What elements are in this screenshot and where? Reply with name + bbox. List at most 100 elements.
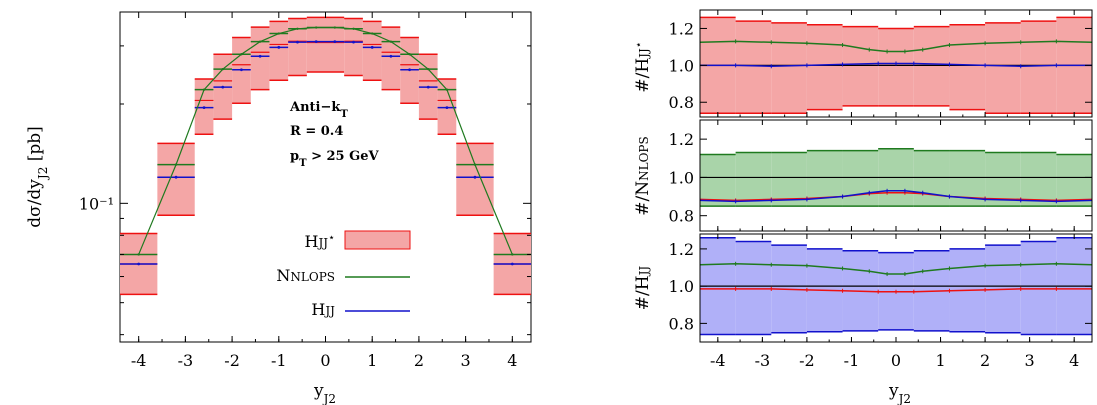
- ratio-panel-hjj-star: 0.8 1.0 1.2 #/HJJ⋆: [632, 9, 1093, 118]
- x-tick-label: 4: [507, 351, 517, 370]
- ratio3-y-axis-label: #/HJJ: [633, 266, 653, 311]
- legend-label-nnlops: NNLOPS: [276, 266, 335, 285]
- y-ticks-group: 10⁻¹: [79, 45, 531, 336]
- ratio1-band-bin: [842, 26, 879, 106]
- ratio3-x-tick-label: 2: [980, 351, 990, 370]
- x-tick-label: 0: [320, 351, 330, 370]
- ratio2-band-bin: [842, 150, 879, 207]
- x-tick-label: 2: [414, 351, 424, 370]
- ratio1-band-bin: [949, 24, 986, 110]
- ratio2-band-bin: [1056, 154, 1092, 207]
- ratio1-y-tick-label: 0.8: [669, 93, 694, 112]
- ratio2-band-bin: [735, 152, 772, 207]
- ratio3-y-tick-label: 1.0: [669, 277, 694, 296]
- series-lines-group: [138, 26, 513, 255]
- annotation-pt-cut: pT > 25 GeV: [290, 149, 379, 169]
- ratio1-plot-area: 0.8 1.0 1.2: [669, 9, 1093, 118]
- legend-label-hjj: HJJ: [311, 300, 335, 319]
- ratio3-x-tick-label: -1: [844, 351, 860, 370]
- hjj-point: [240, 68, 243, 72]
- ratio3-x-tick-label: 4: [1069, 351, 1079, 370]
- bin-markers-group: [120, 26, 531, 266]
- ratio3-y-tick-label: 1.2: [669, 240, 694, 259]
- ratio1-band-bin: [735, 21, 772, 114]
- ratio2-band-bin: [771, 152, 807, 207]
- hjj-point: [333, 40, 337, 44]
- main-y-axis-label: dσ/dyJ2 [pb]: [25, 126, 50, 228]
- ratio-x-axis-label: yJ2: [888, 381, 911, 405]
- x-ticks-group: -4 -3 -2 -1 0 1 2 3 4: [131, 12, 517, 370]
- ratio2-y-tick-label: 1.2: [669, 130, 694, 149]
- hjj-point: [277, 45, 281, 49]
- hjj-point: [510, 262, 514, 266]
- x-tick-label: 3: [461, 351, 471, 370]
- hjj-star-band-bin: [325, 17, 345, 73]
- ratio2-y-tick-label: 0.8: [669, 207, 694, 226]
- ratio-panel-hjj: 0.8 1.0 1.2 -4 -3 -2 -1 0 1 2 3 4 #/HJJ yJ2: [633, 233, 1093, 405]
- hjj-point: [314, 40, 318, 44]
- hjj-point: [202, 106, 206, 110]
- hjj-point: [370, 45, 374, 49]
- hjj-point: [174, 175, 178, 179]
- ratio1-line-nnlops: [699, 40, 1093, 53]
- x-tick-label: -4: [131, 351, 147, 370]
- ratio2-line-hjj-star: [699, 191, 1093, 202]
- ratio2-band-bin: [1020, 152, 1057, 207]
- hjj-point: [408, 68, 411, 72]
- ratio-panel-nnlops: 0.8 1.0 1.2 #/NNLOPS: [633, 119, 1093, 232]
- ratio3-y-tick-label: 0.8: [669, 314, 694, 333]
- hjj-point: [137, 262, 141, 266]
- ratio1-band-bin: [913, 26, 950, 106]
- x-tick-label: -2: [224, 351, 240, 370]
- hjj-point: [296, 40, 299, 44]
- ratio1-y-tick-label: 1.0: [669, 56, 694, 75]
- ratio3-band-bin: [1020, 241, 1057, 335]
- ratio2-y-tick-label: 1.0: [669, 168, 694, 187]
- nnlops-series-line: [138, 26, 513, 255]
- hjj-star-band-bin: [306, 17, 326, 73]
- ratio1-y-axis-label: #/HJJ⋆: [632, 41, 653, 92]
- ratio2-line-hjj: [699, 190, 1093, 203]
- hjj-star-band-bin: [250, 27, 270, 90]
- hjj-star-band-bin: [362, 21, 382, 81]
- ratio2-band-bin: [913, 150, 950, 207]
- ratio1-y-tick-label: 1.2: [669, 19, 694, 38]
- ratio3-x-tick-label: 3: [1025, 351, 1035, 370]
- ratio2-band-bin: [985, 152, 1021, 207]
- ratio1-band-bin: [1020, 21, 1057, 114]
- ratio1-band-bin: [985, 22, 1021, 114]
- hjj-point: [473, 175, 477, 179]
- ratio3-plot-area: 0.8 1.0 1.2 -4 -3 -2 -1 0 1 2 3 4: [669, 233, 1093, 370]
- ratio2-plot-area: 0.8 1.0 1.2: [669, 119, 1093, 232]
- x-tick-label: -1: [271, 351, 287, 370]
- hjj-point: [445, 106, 449, 110]
- ratio3-x-tick-label: 1: [935, 351, 945, 370]
- main-plot: -4 -3 -2 -1 0 1 2 3 4 10⁻¹ Anti−kT R = 0.4 pT > …: [25, 11, 532, 405]
- hjj-star-band-bin: [157, 143, 195, 216]
- ratio1-band-bin: [806, 24, 843, 110]
- ratio2-y-axis-label: #/NNLOPS: [633, 136, 653, 215]
- ratio2-band-bin: [700, 154, 736, 207]
- x-tick-label: -3: [178, 351, 194, 370]
- legend: HJJ⋆ NNLOPS HJJ: [276, 230, 411, 319]
- hjj-star-band-bin: [381, 27, 401, 90]
- main-x-axis-label: yJ2: [313, 381, 336, 405]
- hjj-point: [389, 54, 393, 58]
- ratio3-x-tick-label: -2: [799, 351, 815, 370]
- hjj-star-band-bin: [344, 18, 363, 76]
- hjj-point: [352, 40, 355, 44]
- hjj-star-band-bin: [288, 18, 307, 76]
- ratio1-band-bin: [771, 22, 807, 114]
- legend-swatch-hjj-star: [344, 230, 411, 250]
- ratio3-line-nnlops: [699, 263, 1093, 275]
- ratio3-x-tick-label: -4: [710, 351, 726, 370]
- y-tick-label: 10⁻¹: [79, 194, 114, 213]
- ratio1-band-bin: [878, 28, 914, 106]
- hjj-star-band-bin: [456, 143, 494, 216]
- ratio3-x-tick-label: -3: [755, 351, 771, 370]
- ratio3-x-tick-label: 0: [891, 351, 901, 370]
- hjj-point: [426, 85, 430, 89]
- annotation-radius: R = 0.4: [290, 124, 343, 139]
- hjj-star-band-bin: [269, 21, 289, 81]
